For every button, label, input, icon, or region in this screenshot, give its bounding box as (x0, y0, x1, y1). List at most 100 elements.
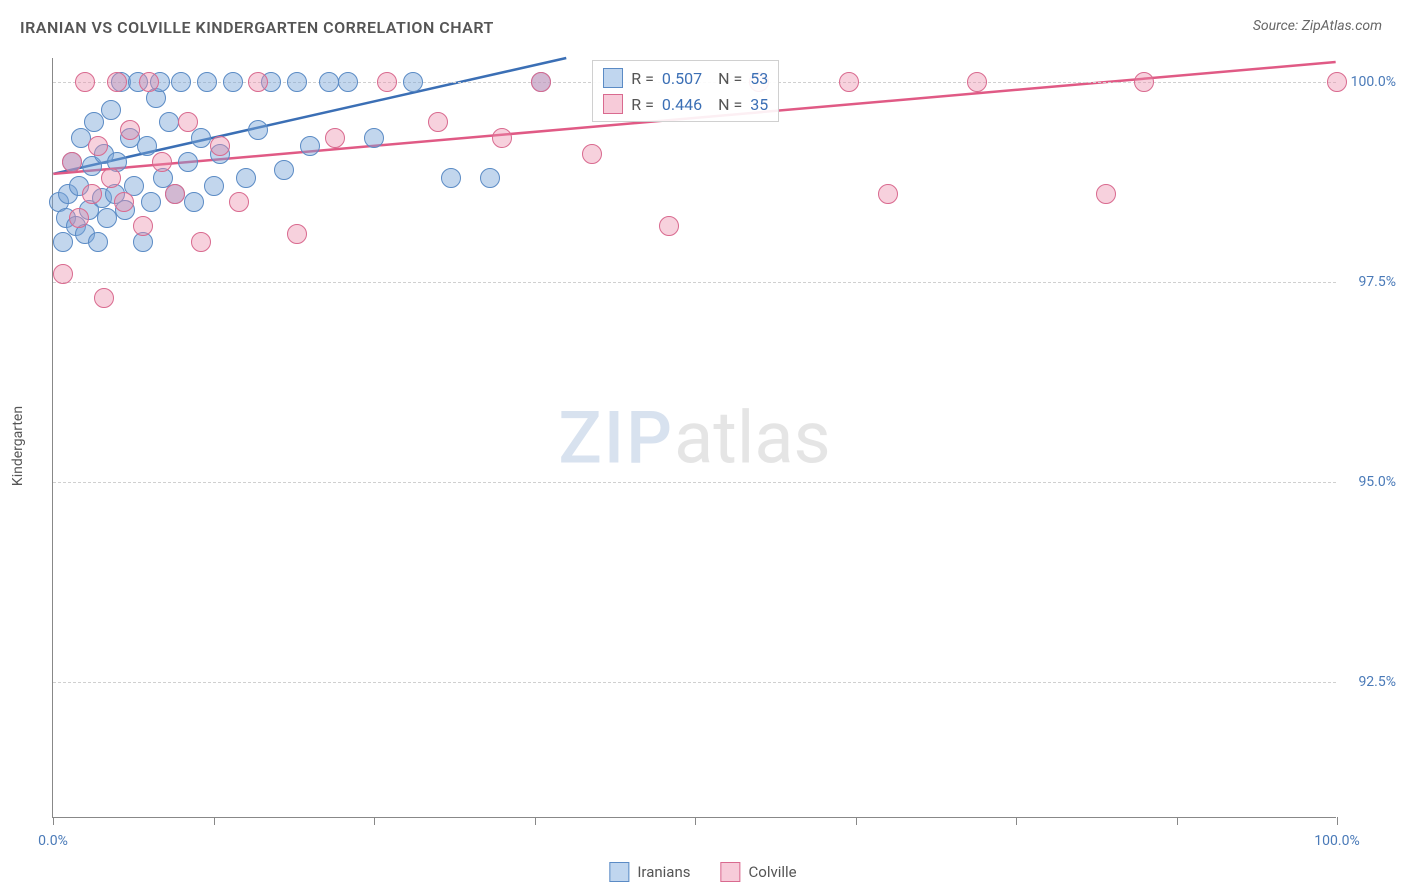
data-point (97, 208, 117, 228)
data-point (88, 136, 108, 156)
legend-swatch (609, 862, 629, 882)
data-point (480, 168, 500, 188)
data-point (191, 232, 211, 252)
data-point (120, 120, 140, 140)
x-tick (374, 817, 375, 825)
data-point (1327, 72, 1347, 92)
data-point (107, 72, 127, 92)
data-point (165, 184, 185, 204)
data-point (287, 72, 307, 92)
data-point (171, 72, 191, 92)
data-point (184, 192, 204, 212)
y-tick-label: 100.0% (1341, 74, 1396, 90)
series-swatch (603, 68, 623, 88)
x-tick-label: 0.0% (38, 833, 68, 849)
data-point (197, 72, 217, 92)
scatter-plot: ZIPatlas 92.5%95.0%97.5%100.0%0.0%100.0%… (52, 58, 1336, 818)
data-point (878, 184, 898, 204)
series-swatch (603, 94, 623, 114)
stats-row: R = 0.446 N = 35 (603, 91, 768, 117)
data-point (114, 192, 134, 212)
data-point (101, 100, 121, 120)
data-point (82, 184, 102, 204)
data-point (229, 192, 249, 212)
data-point (428, 112, 448, 132)
x-tick (856, 817, 857, 825)
data-point (94, 288, 114, 308)
x-tick (214, 817, 215, 825)
n-label: N = (718, 95, 742, 114)
data-point (53, 232, 73, 252)
data-point (141, 192, 161, 212)
data-point (178, 152, 198, 172)
legend-swatch (721, 862, 741, 882)
data-point (101, 168, 121, 188)
data-point (84, 112, 104, 132)
chart-title: IRANIAN VS COLVILLE KINDERGARTEN CORRELA… (20, 18, 494, 37)
data-point (441, 168, 461, 188)
correlation-stats-box: R = 0.507 N = 53 R = 0.446 N = 35 (592, 60, 779, 122)
data-point (377, 72, 397, 92)
source-attribution: Source: ZipAtlas.com (1253, 18, 1382, 34)
data-point (159, 112, 179, 132)
data-point (236, 168, 256, 188)
legend-item: Iranians (609, 862, 690, 882)
data-point (659, 216, 679, 236)
y-tick-label: 92.5% (1341, 674, 1396, 690)
data-point (191, 128, 211, 148)
legend-label: Iranians (637, 863, 690, 881)
gridline-h (53, 682, 1336, 683)
legend-label: Colville (749, 863, 797, 881)
n-label: N = (718, 69, 742, 88)
data-point (1134, 72, 1154, 92)
x-tick (1016, 817, 1017, 825)
x-tick (695, 817, 696, 825)
r-label: R = (631, 95, 654, 114)
data-point (75, 72, 95, 92)
data-point (62, 152, 82, 172)
data-point (210, 136, 230, 156)
bottom-legend: Iranians Colville (609, 862, 796, 882)
data-point (319, 72, 339, 92)
y-axis-label: Kindergarten (10, 406, 26, 486)
r-value: 0.446 (662, 95, 702, 114)
data-point (839, 72, 859, 92)
n-value: 53 (750, 69, 768, 88)
data-point (69, 208, 89, 228)
data-point (88, 232, 108, 252)
data-point (325, 128, 345, 148)
data-point (152, 152, 172, 172)
data-point (582, 144, 602, 164)
x-tick (53, 817, 54, 825)
data-point (178, 112, 198, 132)
y-tick-label: 97.5% (1341, 274, 1396, 290)
gridline-h (53, 482, 1336, 483)
gridline-h (53, 282, 1336, 283)
data-point (1096, 184, 1116, 204)
data-point (223, 72, 243, 92)
data-point (531, 72, 551, 92)
x-tick-label: 100.0% (1314, 833, 1359, 849)
data-point (274, 160, 294, 180)
legend-item: Colville (721, 862, 797, 882)
data-point (139, 72, 159, 92)
data-point (204, 176, 224, 196)
data-point (492, 128, 512, 148)
watermark-part2: atlas (674, 395, 831, 480)
stats-row: R = 0.507 N = 53 (603, 65, 768, 91)
r-value: 0.507 (662, 69, 702, 88)
data-point (133, 216, 153, 236)
data-point (338, 72, 358, 92)
data-point (364, 128, 384, 148)
n-value: 35 (750, 95, 768, 114)
x-tick (1337, 817, 1338, 825)
y-tick-label: 95.0% (1341, 474, 1396, 490)
data-point (248, 120, 268, 140)
r-label: R = (631, 69, 654, 88)
watermark: ZIPatlas (558, 395, 830, 480)
x-tick (535, 817, 536, 825)
data-point (967, 72, 987, 92)
data-point (403, 72, 423, 92)
watermark-part1: ZIP (558, 395, 674, 480)
data-point (248, 72, 268, 92)
